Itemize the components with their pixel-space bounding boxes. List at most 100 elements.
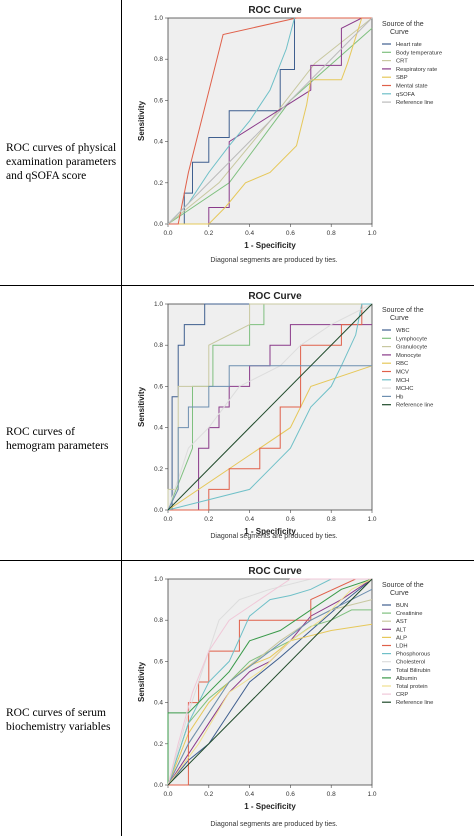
x-tick-label: 0.2: [204, 230, 213, 237]
legend-label: Mental state: [396, 84, 428, 90]
y-tick-label: 0.8: [154, 56, 163, 63]
legend-label: MCHC: [396, 386, 413, 392]
y-tick-label: 0.4: [154, 425, 163, 432]
y-tick-label: 1.0: [154, 576, 163, 583]
roc-line-respiratory-rate: [168, 17, 372, 225]
roc-line-wbc: [168, 303, 372, 511]
legend-label: Reference line: [396, 403, 433, 409]
x-tick-label: 0.4: [245, 516, 254, 523]
y-tick-label: 0.6: [154, 97, 163, 104]
chart-title: ROC Curve: [248, 566, 302, 577]
roc-line-mch: [167, 303, 372, 511]
roc-line-reference-line: [167, 578, 373, 786]
roc-line-hb: [167, 365, 372, 511]
legend-title-cont: Curve: [390, 590, 409, 597]
x-tick-label: 0.8: [327, 230, 336, 237]
y-tick-label: 1.0: [154, 301, 163, 308]
legend-title: Source of the: [382, 582, 424, 589]
y-tick-label: 0.6: [154, 383, 163, 390]
y-tick-label: 0.0: [154, 507, 163, 514]
roc-line-reference-line: [167, 17, 373, 225]
row-label-hemogram: ROC curves of hemogram parameters: [6, 426, 109, 452]
x-tick-label: 1.0: [367, 230, 376, 237]
legend-label: CRP: [396, 692, 408, 698]
chart-footnote: Diagonal segments are produced by ties.: [210, 257, 337, 264]
table-row: [0, 286, 474, 561]
row-label-biochemistry: ROC curves of serum biochemistry variabl…: [6, 707, 111, 733]
roc-line-sbp: [168, 17, 372, 225]
x-tick-label: 0.6: [286, 791, 295, 798]
x-tick-label: 0.0: [163, 791, 172, 798]
legend-label: Reference line: [396, 700, 433, 706]
legend-label: BUN: [396, 603, 408, 609]
roc-line-reference-line: [167, 303, 373, 511]
legend-label: Respiratory rate: [396, 67, 437, 73]
legend-label: MCH: [396, 378, 409, 384]
legend-label: Hb: [396, 394, 403, 400]
y-axis-label: Sensitivity: [137, 661, 146, 702]
legend-label: Granulocyte: [396, 345, 427, 351]
legend-label: SBP: [396, 75, 408, 81]
legend-label: ALP: [396, 635, 407, 641]
legend-label: Albumin: [396, 676, 417, 682]
y-tick-label: 0.8: [154, 342, 163, 349]
y-tick-label: 0.4: [154, 700, 163, 707]
legend-label: Body temperature: [396, 50, 442, 56]
legend-title: Source of the: [382, 307, 424, 314]
y-tick-label: 0.6: [154, 658, 163, 665]
legend-label: LDH: [396, 644, 408, 650]
legend-label: qSOFA: [396, 92, 415, 98]
legend-label: Heart rate: [396, 42, 422, 48]
roc-chart-physical: ROC Curve 0.00.0 0.2 0.2 0.4 0.4 0.6 0.6 0.8 0.8 1…: [137, 5, 442, 264]
x-tick-label: 0.4: [245, 230, 254, 237]
y-tick-label: 1.0: [154, 15, 163, 22]
legend-label: RBC: [396, 361, 408, 367]
roc-chart-biochemistry: ROC Curve 0.00.0 0.2 0.2 0.4 0.4 0.6 0.6 0.8 0.8 1…: [137, 566, 433, 828]
legend-label: CRT: [396, 59, 408, 65]
legend-label: ALT: [396, 627, 407, 633]
legend-label: Phosphorous: [396, 652, 430, 658]
legend-label: Creatinine: [396, 611, 422, 617]
x-tick-label: 0.2: [204, 516, 213, 523]
y-tick-label: 0.8: [154, 617, 163, 624]
roc-line-crp: [167, 578, 372, 786]
roc-line-albumin: [167, 578, 373, 785]
legend-label: WBC: [396, 328, 410, 334]
chart-footnote: Diagonal segments are produced by ties.: [210, 533, 337, 540]
x-tick-label: 0.0: [163, 516, 172, 523]
x-tick-label: 1.0: [367, 516, 376, 523]
y-tick-label: 0.0: [154, 221, 163, 228]
x-tick-label: 0.8: [327, 791, 336, 798]
roc-line-body-temperature: [167, 27, 373, 225]
chart-title: ROC Curve: [248, 5, 302, 16]
legend-label: Monocyte: [396, 353, 421, 359]
legend-label: Lymphocyte: [396, 336, 427, 342]
legend-title-cont: Curve: [390, 29, 409, 36]
y-tick-label: 0.2: [154, 466, 163, 473]
x-tick-label: 0.8: [327, 516, 336, 523]
roc-line-monocyte: [168, 324, 372, 511]
x-tick-label: 0.6: [286, 516, 295, 523]
roc-line-cholesterol: [167, 578, 372, 786]
legend-label: Total Bilirubin: [396, 668, 430, 674]
legend-label: MCV: [396, 370, 409, 376]
table-row: [0, 0, 474, 286]
roc-line-alt: [167, 578, 373, 786]
roc-chart-hemogram: ROC Curve 0.00.0 0.2 0.2 0.4 0.4 0.6 0.6 0.8 0.8 1…: [137, 291, 433, 540]
chart-title: ROC Curve: [248, 291, 302, 302]
x-axis-label: 1 - Specificity: [244, 241, 296, 250]
chart-footnote: Diagonal segments are produced by ties.: [210, 821, 337, 828]
x-tick-label: 0.2: [204, 791, 213, 798]
roc-line-total-protein: [167, 578, 373, 786]
x-tick-label: 1.0: [367, 791, 376, 798]
roc-line-lymphocyte: [167, 303, 372, 511]
x-axis-label: 1 - Specificity: [244, 527, 296, 536]
y-tick-label: 0.4: [154, 139, 163, 146]
y-axis-label: Sensitivity: [137, 100, 146, 141]
legend-title: Source of the: [382, 21, 424, 28]
x-tick-label: 0.0: [163, 230, 172, 237]
legend-title-cont: Curve: [390, 315, 409, 322]
x-axis-label: 1 - Specificity: [244, 802, 296, 811]
y-tick-label: 0.0: [154, 782, 163, 789]
row-label-physical: ROC curves of physical examination param…: [6, 142, 117, 182]
